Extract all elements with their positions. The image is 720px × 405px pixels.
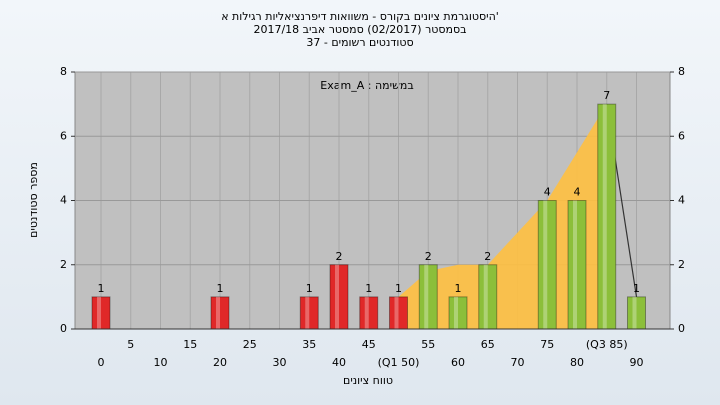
x-tick-label: 45	[362, 338, 376, 351]
y2-tick-label: 2	[678, 258, 685, 271]
data-label: 1	[395, 282, 402, 295]
bar-shine	[97, 296, 101, 329]
data-label: 7	[603, 89, 610, 102]
y-tick-label: 4	[60, 194, 67, 207]
chart-subtitle: סטודנטים רשומים - 37	[306, 36, 413, 49]
chart-subtitle: בסמסטר (02/2017) סמסטר אביב 2017/18	[253, 23, 466, 36]
y-tick-label: 8	[60, 65, 67, 78]
y-axis-label: מספר סטודנטים	[27, 162, 40, 238]
y-tick-label: 0	[60, 322, 67, 335]
data-label: 1	[633, 282, 640, 295]
x-tick-label: 60	[451, 356, 465, 369]
bar-shine	[305, 296, 310, 329]
x-tick-label: 10	[154, 356, 168, 369]
bar-shine	[543, 200, 548, 329]
data-label: 2	[425, 250, 432, 263]
data-label: 2	[336, 250, 343, 263]
data-label: 1	[365, 282, 372, 295]
x-tick-label: 90	[630, 356, 644, 369]
data-label: 1	[306, 282, 313, 295]
bar-shine	[573, 200, 577, 329]
bar-shine	[632, 296, 637, 329]
y2-tick-label: 8	[678, 65, 685, 78]
x-tick-label: (Q3 85)	[586, 338, 628, 351]
y-tick-label: 6	[60, 129, 67, 142]
bar-shine	[483, 264, 488, 329]
y2-tick-label: 0	[678, 322, 685, 335]
chart-title: 'היסטוגרמת ציונים בקורס - משוואות דיפרנצ…	[221, 10, 499, 23]
data-label: 1	[217, 282, 224, 295]
x-tick-label: 75	[540, 338, 554, 351]
x-tick-label: 0	[98, 356, 105, 369]
x-tick-label: 80	[570, 356, 584, 369]
x-tick-label: 70	[511, 356, 525, 369]
x-tick-label: 35	[302, 338, 316, 351]
x-tick-label: 30	[273, 356, 287, 369]
x-axis-label: טווח ציונים	[343, 374, 393, 387]
y2-tick-label: 4	[678, 194, 685, 207]
x-tick-label: 15	[183, 338, 197, 351]
y-tick-label: 2	[60, 258, 67, 271]
x-tick-label: (Q1 50)	[378, 356, 420, 369]
x-tick-label: 55	[421, 338, 435, 351]
bar-shine	[602, 104, 607, 329]
x-tick-label: 5	[127, 338, 134, 351]
x-tick-label: 65	[481, 338, 495, 351]
y2-tick-label: 6	[678, 129, 685, 142]
bar-shine	[424, 264, 429, 329]
bar-shine	[335, 264, 339, 329]
bar-shine	[454, 296, 458, 329]
x-tick-label: 20	[213, 356, 227, 369]
bar-shine	[394, 296, 399, 329]
data-label: 1	[98, 282, 105, 295]
x-tick-label: 40	[332, 356, 346, 369]
x-tick-label: 25	[243, 338, 257, 351]
bar-shine	[216, 296, 220, 329]
data-label: 2	[484, 250, 491, 263]
annotation: במשימה : Exam_A	[320, 79, 413, 92]
bar-shine	[364, 296, 369, 329]
data-label: 4	[574, 186, 581, 199]
data-label: 4	[544, 186, 551, 199]
data-label: 1	[455, 282, 462, 295]
